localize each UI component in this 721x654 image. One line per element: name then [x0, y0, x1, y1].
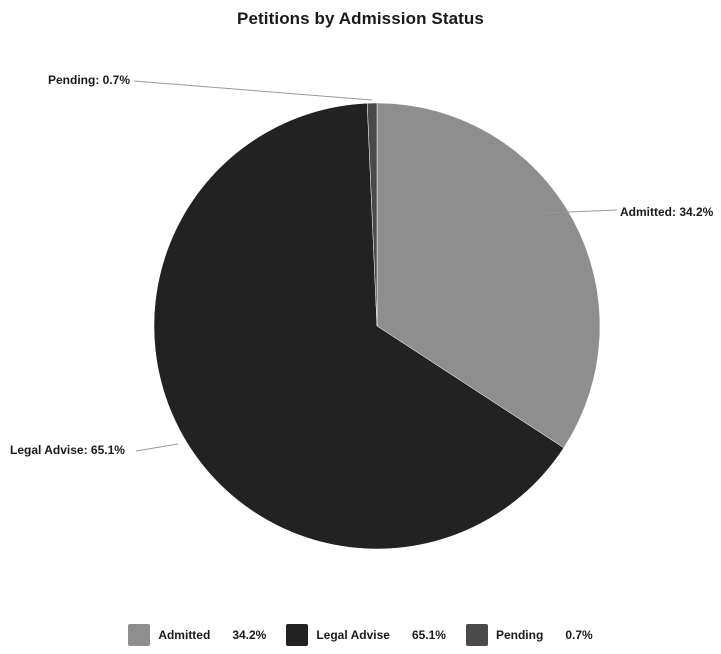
pie-slice-admitted[interactable] [376, 102, 601, 449]
legend-swatch-pending [465, 624, 488, 646]
legend-item-legal-advise[interactable]: Legal Advise 65.1% [286, 624, 446, 646]
legend-swatch-legal-advise [286, 624, 309, 646]
legend-value-admitted: 34.2% [232, 628, 267, 642]
legend-item-admitted[interactable]: Admitted 34.2% [128, 624, 266, 646]
legend-item-pending[interactable]: Pending 0.7% [465, 624, 593, 646]
leader-line-pending [133, 80, 373, 101]
slice-label-admitted: Admitted: 34.2% [620, 205, 714, 219]
slice-label-pending: Pending: 0.7% [48, 73, 130, 87]
pie-slice-legal-advise[interactable] [153, 102, 565, 550]
legend-label-legal-advise: Legal Advise [316, 628, 390, 642]
pie-slice-pending[interactable] [366, 102, 378, 327]
slice-label-legal-advise: Legal Advise: 65.1% [10, 443, 125, 457]
pie-chart: Admitted: 34.2% Legal Advise: 65.1% Pendin… [10, 73, 714, 550]
leader-line-admitted [544, 209, 618, 214]
leader-line-legal-advise [135, 443, 179, 452]
legend: Admitted 34.2% Legal Advise 65.1% Pendin… [0, 624, 721, 646]
legend-swatch-admitted [128, 624, 151, 646]
legend-value-pending: 0.7% [565, 628, 593, 642]
chart-title: Petitions by Admission Status [237, 9, 484, 28]
legend-label-pending: Pending [495, 628, 544, 642]
legend-value-legal-advise: 65.1% [411, 628, 446, 642]
legend-label-admitted: Admitted [158, 628, 211, 642]
